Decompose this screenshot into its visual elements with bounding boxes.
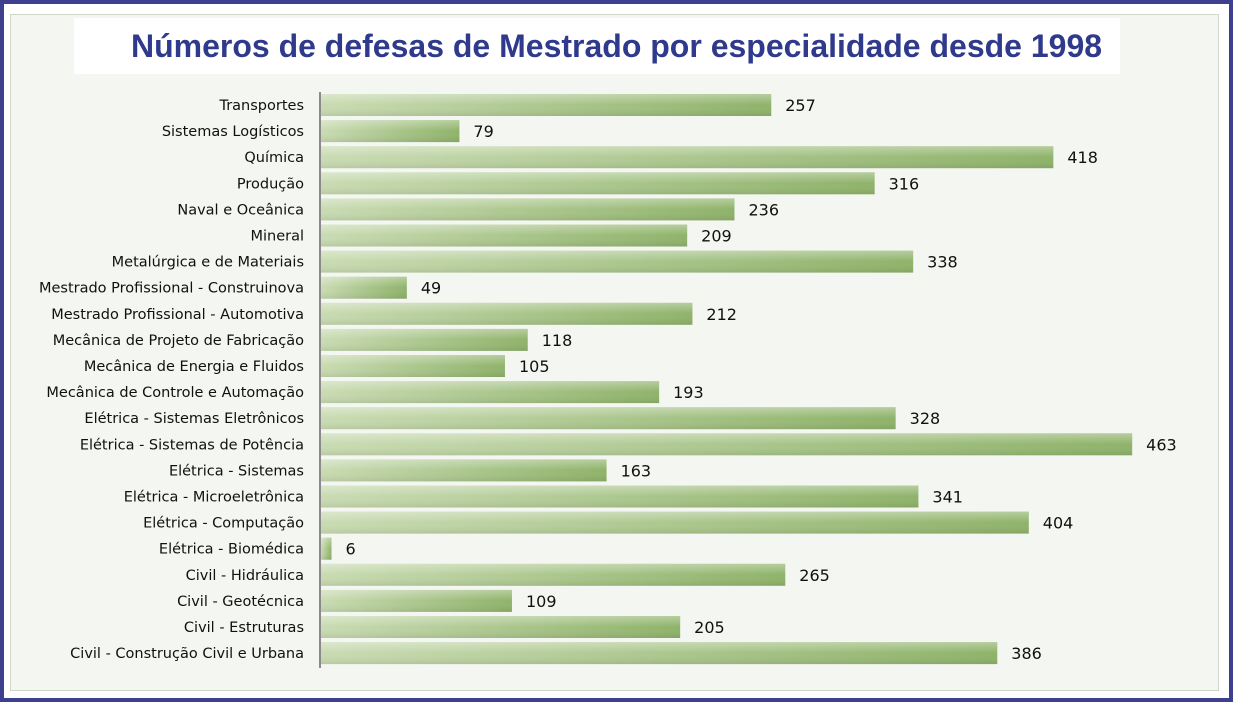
bar-shade-12	[321, 407, 896, 430]
category-label-0: Transportes	[218, 98, 304, 114]
bar-shade-8	[321, 302, 693, 325]
title-band	[74, 18, 1120, 74]
category-label-14: Elétrica - Sistemas	[169, 463, 304, 479]
value-label-17: 6	[346, 540, 356, 559]
category-label-10: Mecânica de Energia e Fluidos	[84, 359, 304, 375]
bar-shade-1	[321, 120, 460, 143]
category-label-11: Mecânica de Controle e Automação	[46, 385, 304, 401]
category-label-21: Civil - Construção Civil e Urbana	[70, 646, 304, 662]
category-label-17: Elétrica - Biomédica	[159, 542, 304, 558]
bar-shade-3	[321, 172, 875, 195]
bar-shade-11	[321, 381, 660, 404]
bar-shade-10	[321, 355, 505, 377]
value-label-13: 463	[1146, 435, 1177, 454]
category-label-7: Mestrado Profissional - Construinova	[39, 281, 304, 297]
bar-shade-0	[321, 94, 772, 116]
category-label-4: Naval e Oceânica	[177, 202, 304, 218]
value-label-14: 163	[621, 461, 652, 480]
value-label-7: 49	[421, 279, 441, 298]
category-label-12: Elétrica - Sistemas Eletrônicos	[84, 411, 304, 427]
value-label-4: 236	[748, 200, 779, 219]
bar-shade-2	[321, 146, 1054, 169]
category-label-2: Química	[244, 150, 304, 166]
category-label-9: Mecânica de Projeto de Fabricação	[53, 333, 304, 349]
bar-shade-16	[321, 511, 1029, 534]
category-label-3: Produção	[237, 176, 304, 192]
bar-shade-6	[321, 250, 914, 273]
category-label-1: Sistemas Logísticos	[162, 124, 304, 140]
category-label-19: Civil - Geotécnica	[177, 594, 304, 610]
value-label-0: 257	[785, 96, 816, 115]
category-label-8: Mestrado Profissional - Automotiva	[51, 307, 304, 323]
chart-frame	[4, 4, 1229, 698]
category-label-16: Elétrica - Computação	[143, 516, 304, 532]
chart-title: Números de defesas de Mestrado por espec…	[130, 28, 1103, 64]
bar-shade-17	[321, 537, 332, 560]
category-label-6: Metalúrgica e de Materiais	[112, 255, 304, 271]
value-label-9: 118	[542, 331, 573, 350]
value-label-6: 338	[927, 253, 958, 272]
category-label-15: Elétrica - Microeletrônica	[124, 490, 304, 506]
value-label-12: 328	[910, 409, 941, 428]
value-label-10: 105	[519, 357, 550, 376]
bar-shade-15	[321, 485, 919, 508]
bar-shade-13	[321, 433, 1133, 456]
bar-shade-18	[321, 563, 786, 586]
value-label-2: 418	[1067, 148, 1098, 167]
category-label-20: Civil - Estruturas	[184, 620, 304, 636]
value-label-8: 212	[706, 305, 737, 324]
category-label-13: Elétrica - Sistemas de Potência	[80, 437, 304, 453]
category-label-18: Civil - Hidráulica	[186, 568, 304, 584]
bar-shade-4	[321, 198, 735, 221]
value-label-16: 404	[1043, 514, 1074, 533]
bar-shade-19	[321, 589, 512, 612]
value-label-20: 205	[694, 618, 725, 637]
value-label-19: 109	[526, 592, 557, 611]
value-label-3: 316	[889, 174, 920, 193]
value-label-11: 193	[673, 383, 704, 402]
value-label-18: 265	[799, 566, 830, 585]
value-label-1: 79	[473, 122, 493, 141]
bar-shade-5	[321, 224, 688, 247]
bar-shade-7	[321, 276, 407, 299]
bar-shade-9	[321, 328, 528, 351]
category-label-5: Mineral	[250, 229, 304, 245]
bar-shade-21	[321, 642, 998, 665]
value-label-21: 386	[1011, 644, 1042, 663]
value-label-15: 341	[932, 488, 963, 507]
value-label-5: 209	[701, 227, 732, 246]
bar-shade-20	[321, 616, 681, 638]
bar-shade-14	[321, 459, 607, 482]
